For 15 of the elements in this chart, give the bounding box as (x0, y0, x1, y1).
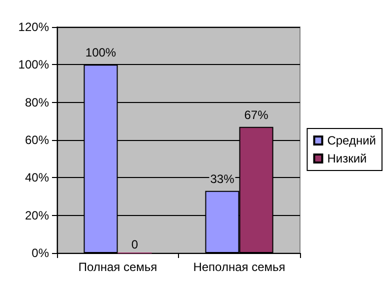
y-tick-label: 0% (32, 246, 50, 260)
y-tick-label: 20% (24, 208, 50, 222)
legend-label: Низкий (327, 152, 367, 166)
y-tick-label: 80% (24, 95, 50, 110)
data-label: 67% (244, 108, 269, 122)
legend-label: Средний (327, 134, 376, 148)
x-tick-label: Неполная семья (193, 260, 286, 274)
y-tick-label: 100% (18, 58, 50, 72)
y-tick-label: 40% (24, 170, 50, 185)
data-label: 33% (210, 172, 235, 186)
data-label: 100% (85, 46, 116, 60)
x-tick-label: Полная семья (78, 260, 158, 274)
y-tick-label: 60% (24, 133, 50, 147)
y-tick-label: 120% (18, 20, 50, 34)
data-label: 0 (131, 238, 138, 252)
